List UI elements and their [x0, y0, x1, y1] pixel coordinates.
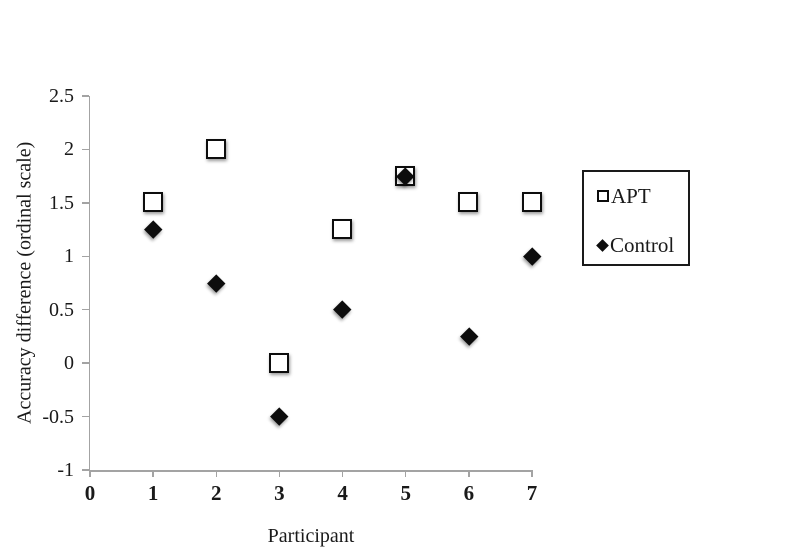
x-tick-mark	[152, 470, 154, 477]
legend-label-control: Control	[610, 232, 675, 257]
apt-marker-p3	[268, 352, 289, 373]
x-tick-label: 1	[147, 481, 159, 505]
control-marker-p7	[523, 247, 541, 266]
control-marker-p6	[460, 327, 478, 346]
y-tick-mark	[82, 148, 89, 151]
control-marker-p1	[144, 220, 162, 239]
y-tick-mark	[82, 415, 89, 418]
y-tick-mark	[82, 362, 89, 364]
open-square-marker-icon	[597, 190, 609, 202]
apt-marker-p4	[332, 219, 353, 240]
x-tick-mark	[278, 470, 281, 477]
y-tick-mark	[82, 308, 89, 311]
y-tick-label: 2	[64, 138, 74, 161]
y-tick-label: -0.5	[42, 405, 74, 428]
apt-marker-p6	[458, 192, 479, 213]
legend-item-control: Control	[596, 232, 688, 257]
control-marker-p4	[333, 300, 352, 319]
x-tick-mark	[531, 470, 533, 477]
x-tick-mark	[341, 470, 344, 477]
y-axis-line	[88, 96, 90, 470]
x-axis-line	[88, 470, 532, 472]
x-tick-label: 0	[84, 481, 96, 505]
control-marker-p3	[270, 407, 289, 426]
y-tick-mark	[82, 469, 89, 471]
x-tick-mark	[468, 470, 470, 477]
x-tick-mark	[215, 470, 218, 477]
control-marker-p2	[207, 274, 226, 292]
y-tick-label: 2.5	[49, 85, 74, 107]
y-tick-mark	[82, 202, 89, 204]
x-tick-label: 3	[274, 481, 285, 505]
legend-label-apt: APT	[611, 183, 651, 208]
x-tick-mark	[404, 470, 407, 477]
x-tick-label: 4	[337, 481, 348, 505]
x-axis-title: Participant	[267, 525, 355, 547]
x-tick-mark	[89, 470, 91, 477]
y-tick-mark	[82, 255, 89, 258]
legend: APT Control	[582, 170, 690, 266]
y-tick-label: -1	[57, 459, 74, 481]
x-tick-label: 6	[463, 481, 475, 505]
apt-marker-p2	[205, 138, 226, 159]
filled-diamond-marker-icon	[596, 238, 609, 252]
y-tick-label: 1	[64, 245, 74, 268]
apt-marker-p7	[521, 192, 542, 213]
legend-item-apt: APT	[597, 184, 688, 208]
y-tick-label: 1.5	[49, 191, 74, 214]
apt-marker-p1	[142, 192, 163, 213]
y-tick-mark	[82, 95, 89, 97]
y-tick-label: 0	[64, 352, 74, 375]
y-tick-label: 0.5	[49, 298, 74, 321]
x-tick-label: 5	[400, 481, 411, 505]
x-tick-label: 7	[526, 481, 538, 505]
x-tick-label: 2	[211, 481, 222, 505]
